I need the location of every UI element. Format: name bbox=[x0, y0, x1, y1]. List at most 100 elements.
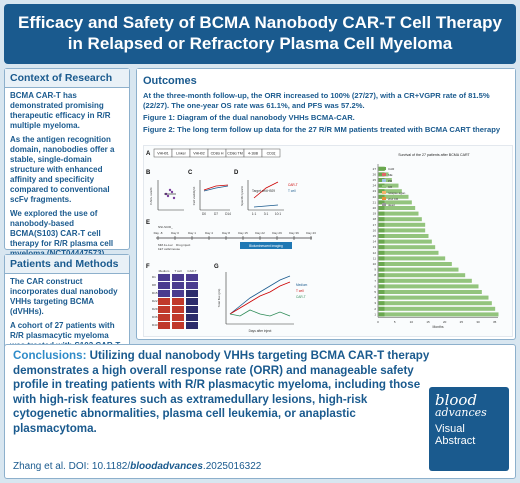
series-line bbox=[203, 185, 229, 192]
swimmer-car-segment bbox=[378, 166, 385, 171]
imaging-cell bbox=[186, 322, 198, 329]
swimmer-row-id: 6 bbox=[374, 284, 376, 288]
patients-methods-paragraph: The CAR construct incorporates dual nano… bbox=[10, 277, 118, 316]
imaging-row-label: D36 bbox=[152, 315, 158, 319]
panel-f-imaging-grid: Medium T cell CAR-T D1 D8 D15 D22 D29 D36 D43 bbox=[152, 269, 198, 329]
swimmer-car-segment bbox=[378, 189, 385, 194]
swimmer-car-segment bbox=[378, 228, 385, 233]
swimmer-row-id: 5 bbox=[374, 290, 376, 294]
swimmer-bar bbox=[378, 206, 416, 210]
context-paragraph: As the antigen recognition domain, nanob… bbox=[10, 135, 115, 204]
title-line-1: Efficacy and Safety of BCMA Nanobody CAR… bbox=[18, 13, 502, 32]
swimmer-x-tick: 10 bbox=[410, 320, 414, 324]
swimmer-car-segment bbox=[378, 312, 385, 317]
swimmer-bar bbox=[378, 273, 466, 278]
swimmer-bar bbox=[378, 306, 496, 311]
swimmer-row-id: 23 bbox=[373, 189, 377, 193]
panel-label: G bbox=[214, 264, 219, 270]
logo-advances: advances bbox=[435, 406, 487, 419]
car-construct-diagram: VHH01 Linker VHH02 CD8α H CD8α TM 4-1BB CD3ζ bbox=[153, 148, 281, 158]
swimmer-row-id: 7 bbox=[374, 279, 376, 283]
swimmer-bar bbox=[378, 262, 452, 266]
series-line bbox=[229, 281, 291, 315]
y-axis-label: CAR+ ratio% bbox=[149, 187, 153, 205]
swimmer-bar bbox=[378, 234, 429, 238]
swimmer-car-segment bbox=[378, 273, 385, 278]
swimmer-row-id: 2 bbox=[374, 307, 376, 311]
swimmer-row-id: 18 bbox=[373, 217, 377, 221]
figure-area: VHH01 Linker VHH02 CD8α H CD8α TM 4-1BB CD3ζ C… bbox=[143, 145, 513, 337]
context-paragraph: We explored the use of nanobody-based BC… bbox=[10, 209, 114, 258]
blood-advances-logo: blood advances Visual Abstract bbox=[429, 387, 509, 471]
imaging-row-label: D1 bbox=[152, 275, 156, 279]
swimmer-bar bbox=[378, 211, 419, 216]
imaging-cell bbox=[158, 314, 170, 321]
timeline-day-label: Day 36 bbox=[289, 231, 299, 235]
swimmer-x-tick: 5 bbox=[394, 320, 396, 324]
construct-segment-label: VHH02 bbox=[193, 152, 205, 156]
swimmer-row-id: 1 bbox=[374, 312, 376, 316]
imaging-bar bbox=[240, 242, 292, 249]
timeline-day-label: Day 43 bbox=[306, 231, 316, 235]
swimmer-row-id: 22 bbox=[373, 195, 377, 199]
series-line bbox=[229, 275, 291, 315]
construct-segment bbox=[261, 148, 281, 158]
swimmer-bar bbox=[378, 284, 479, 289]
swimmer-car-segment bbox=[378, 222, 385, 227]
swimmer-row-id: 16 bbox=[373, 228, 377, 232]
panel-label: B bbox=[146, 170, 151, 176]
swimmer-row-id: 21 bbox=[373, 200, 377, 204]
legend-swatch bbox=[382, 191, 386, 194]
citation: Zhang et al. DOI: 10.1182/bloodadvances.… bbox=[13, 461, 261, 472]
swimmer-car-segment bbox=[378, 245, 385, 250]
conclusion-body: Utilizing dual nanobody VHHs targeting B… bbox=[13, 349, 430, 435]
construct-segment-label: CD8α TM bbox=[227, 152, 242, 156]
citation-journal: bloodadvances bbox=[130, 461, 203, 472]
panel-label: A bbox=[146, 151, 151, 157]
legend-entry: CR bbox=[388, 185, 393, 189]
legend-entry: dead bbox=[388, 203, 395, 207]
legend-swatch bbox=[382, 185, 386, 188]
legend-entry: PR bbox=[388, 179, 393, 183]
construct-segment-label: Linker bbox=[176, 152, 187, 156]
imaging-cell bbox=[158, 322, 170, 329]
swimmer-bar bbox=[378, 200, 412, 205]
series-line bbox=[203, 184, 229, 191]
legend-swatch bbox=[382, 179, 386, 182]
dot bbox=[170, 190, 174, 194]
swimmer-row-id: 13 bbox=[373, 245, 377, 249]
swimmer-title: Survival of the 27 patients after BCMA C… bbox=[398, 153, 470, 157]
conclusion-box: Conclusions: Utilizing dual nanobody VHH… bbox=[4, 344, 516, 479]
swimmer-car-segment bbox=[378, 295, 385, 300]
logo-blood: blood bbox=[435, 391, 478, 409]
swimmer-row-id: 9 bbox=[374, 268, 376, 272]
left-column: Context of Research BCMA CAR-T has demon… bbox=[4, 68, 130, 408]
swimmer-bar bbox=[378, 239, 432, 244]
y-axis-label: Specific lysis% bbox=[240, 186, 244, 206]
swimmer-row-id: 27 bbox=[373, 167, 377, 171]
legend-entry: CAR-T bbox=[288, 183, 298, 187]
panel-c-viability-plot: D0 D7 D14 Cell viability% bbox=[192, 180, 231, 216]
panel-label: E bbox=[146, 220, 150, 226]
imaging-cell bbox=[158, 282, 170, 289]
swimmer-car-segment bbox=[378, 194, 385, 199]
imaging-cell bbox=[172, 290, 184, 297]
series-line bbox=[253, 181, 279, 199]
logo-abstract: Abstract bbox=[435, 435, 476, 447]
imaging-row-label: D15 bbox=[152, 291, 158, 295]
swimmer-row-id: 17 bbox=[373, 223, 377, 227]
construct-segment-label: 4-1BB bbox=[248, 152, 259, 156]
swimmer-car-segment bbox=[378, 206, 385, 210]
x-tick-label: D0 bbox=[202, 212, 206, 216]
citation-doi-suffix: .2025016322 bbox=[202, 461, 262, 472]
swimmer-bar bbox=[378, 183, 399, 188]
timeline-day-label: Day -8 bbox=[154, 231, 163, 235]
swimmer-car-segment bbox=[378, 172, 385, 177]
x-axis-label: Days after inject bbox=[249, 329, 272, 333]
panel-label: F bbox=[146, 264, 150, 270]
legend-entry: CAR bbox=[388, 167, 395, 171]
timeline-day-label: Day 1 bbox=[188, 231, 196, 235]
legend-entry: Medium bbox=[296, 283, 308, 287]
timeline-day-label: Day 0 bbox=[171, 231, 179, 235]
